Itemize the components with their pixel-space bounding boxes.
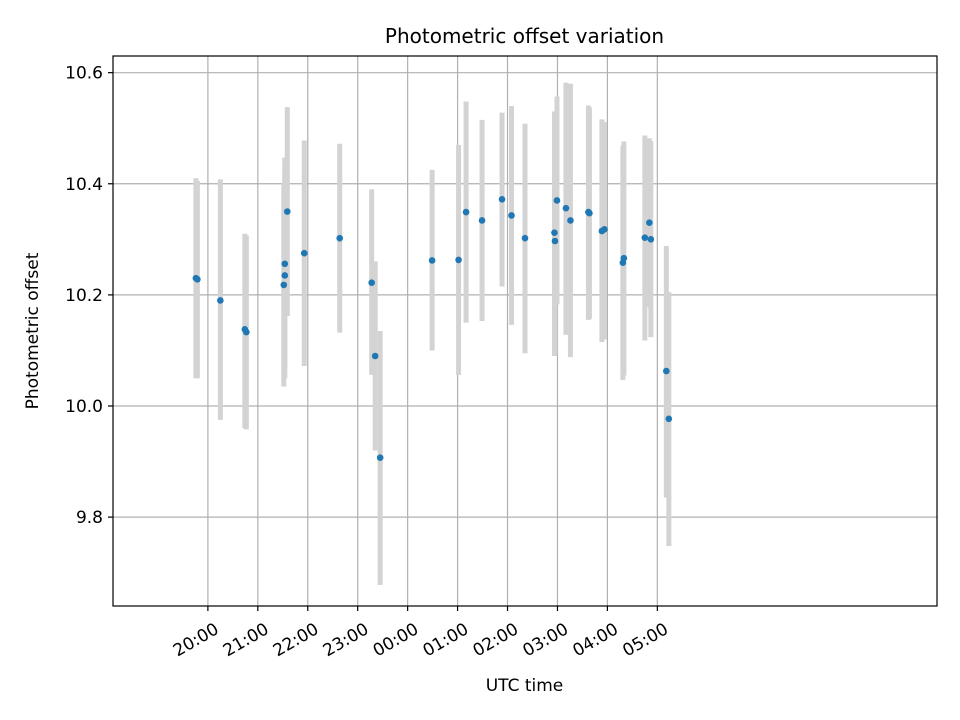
data-point [283,208,291,215]
y-tick-label: 10.0 [65,397,103,417]
point-layer [192,196,673,461]
data-point [194,276,201,283]
data-point [462,208,470,216]
data-point [551,229,558,236]
data-point [498,196,506,203]
data-point [336,234,344,242]
data-point [368,279,375,286]
data-point [620,254,628,262]
data-point [478,217,486,224]
data-point [663,367,670,375]
data-point [647,236,655,243]
data-point [646,219,653,226]
data-point [376,454,384,461]
data-point [562,204,570,212]
plot-frame [112,55,938,607]
data-point [455,256,462,264]
data-point [551,237,559,245]
y-tick-label: 10.4 [65,175,103,195]
x-axis-title: UTC time [486,676,564,696]
data-point [567,217,574,224]
y-tick-label: 9.8 [76,508,103,528]
y-tick-label: 10.6 [65,64,103,84]
data-point [217,297,224,304]
data-point [586,209,593,217]
data-point [508,212,515,219]
y-tick-label: 10.2 [65,286,103,306]
data-point [281,260,289,268]
y-axis-ticks: 9.8 10.0 10.2 10.4 10.6 [65,64,113,528]
data-point [428,257,436,264]
data-point [641,234,649,241]
data-point [300,249,308,257]
y-axis-title: Photometric offset [23,252,43,409]
data-point [665,415,673,423]
data-point [243,328,250,336]
data-point [371,352,379,360]
data-point [521,234,529,242]
data-point [281,272,289,279]
data-point [280,281,288,289]
chart-title: Photometric offset variation [385,24,664,48]
data-point [601,226,608,233]
data-point [553,197,561,204]
